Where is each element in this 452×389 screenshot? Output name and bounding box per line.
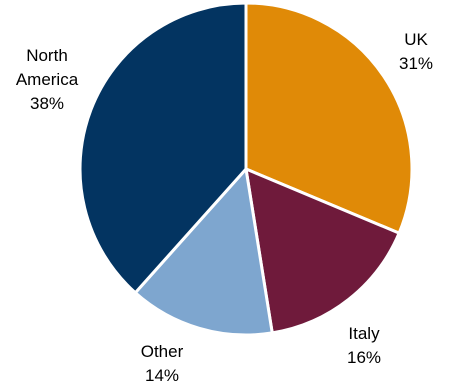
label-north-america: North America 38%	[4, 44, 90, 116]
pie-slice-other	[133, 167, 274, 337]
label-other-name: Other	[140, 342, 184, 361]
label-north-america-name-line1: North	[26, 46, 68, 65]
label-other-value: 14%	[144, 366, 180, 385]
label-north-america-value: 38%	[29, 94, 65, 113]
label-north-america-name-line2: America	[15, 70, 79, 89]
label-uk: UK 31%	[386, 28, 446, 76]
pie-slice-italy	[244, 167, 401, 335]
label-uk-name: UK	[404, 30, 428, 49]
label-italy: Italy 16%	[334, 322, 394, 370]
label-italy-value: 16%	[346, 348, 382, 367]
label-other: Other 14%	[130, 340, 194, 388]
label-uk-value: 31%	[398, 54, 434, 73]
pie-slice-uk	[244, 1, 414, 235]
pie-slice-north-america	[78, 1, 248, 295]
label-italy-name: Italy	[348, 324, 380, 343]
